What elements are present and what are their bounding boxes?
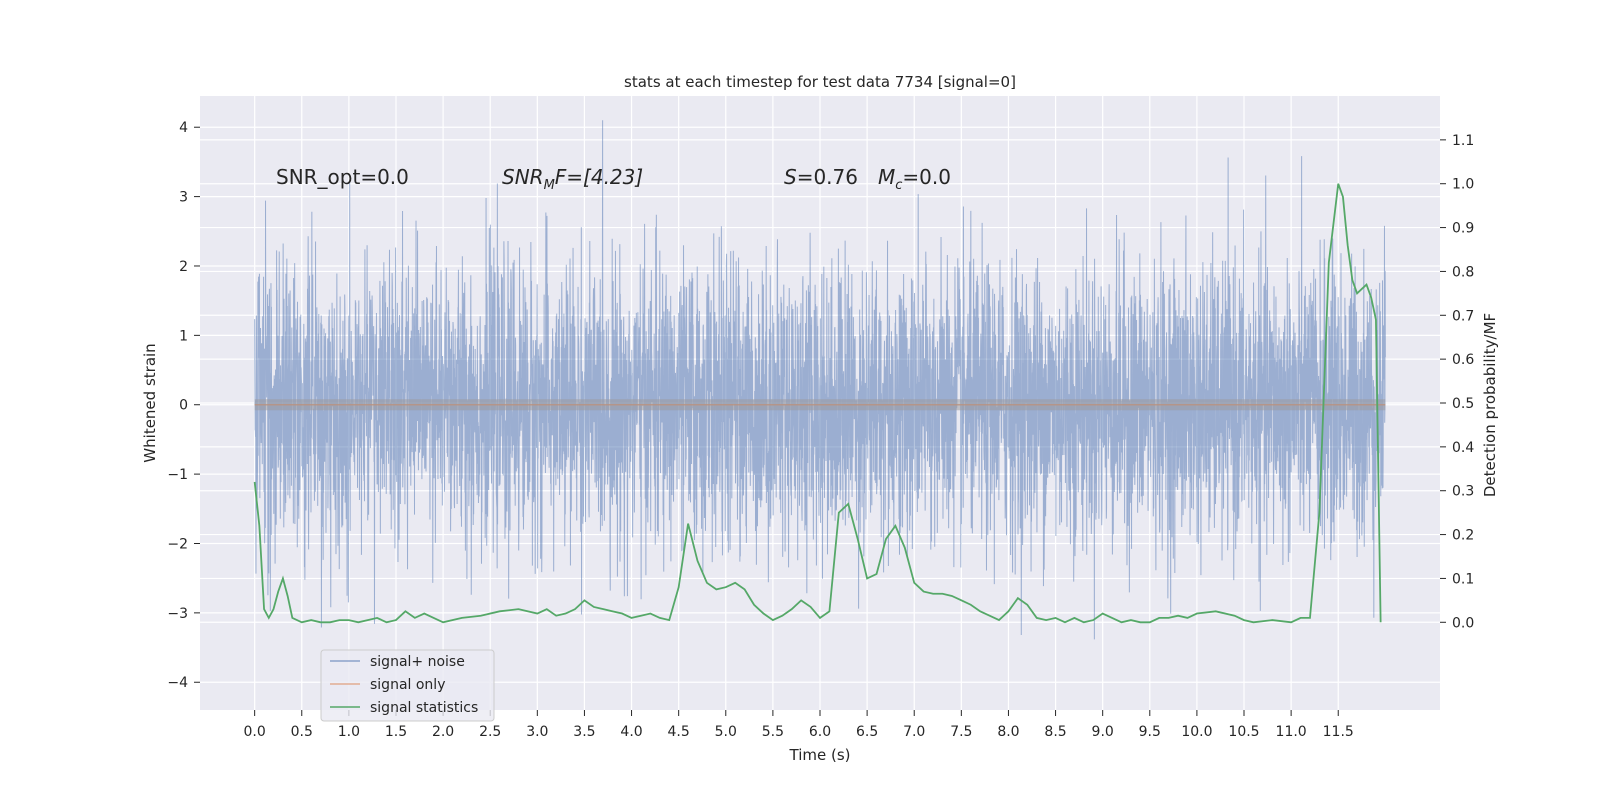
y2-axis-ticks: 1.1 1.0 0.9 0.8 0.7 0.6 0.5 0.4 0.3 0.2 0.1 0.0	[1440, 133, 1474, 631]
signal-noise-series	[254, 120, 1386, 640]
y2-tick-label-0: 1.1	[1452, 133, 1474, 149]
y-tick-label-3: 1	[179, 328, 188, 344]
x-tick-label-13: 6.5	[856, 724, 878, 740]
y2-tick-label-1: 1.0	[1452, 177, 1474, 193]
s-italic: S	[784, 165, 797, 189]
x-tick-label-5: 2.5	[479, 724, 501, 740]
y2-tick-label-4: 0.7	[1452, 308, 1474, 324]
chart-title: stats at each timestep for test data 773…	[624, 73, 1016, 91]
y-tick-label-8: −4	[167, 675, 188, 691]
y-tick-label-5: −1	[167, 467, 188, 483]
signal-noise-line	[254, 120, 1386, 640]
y2-axis-label: Detection probability/MF	[1481, 313, 1499, 497]
y-tick-label-6: −2	[167, 536, 188, 552]
y2-tick-label-8: 0.3	[1452, 484, 1474, 500]
signal-only-band	[254, 399, 1386, 411]
x-tick-label-19: 9.5	[1139, 724, 1161, 740]
y2-tick-label-11: 0.0	[1452, 615, 1474, 631]
x-tick-label-0: 0.0	[244, 724, 266, 740]
legend-box	[320, 649, 495, 722]
y-tick-label-4: 0	[179, 398, 188, 414]
x-tick-label-1: 0.5	[291, 724, 313, 740]
x-tick-label-9: 4.5	[668, 724, 690, 740]
snr-mf-rest: F=[4.23]	[555, 165, 643, 189]
y2-tick-label-7: 0.4	[1452, 440, 1474, 456]
x-tick-label-7: 3.5	[573, 724, 595, 740]
y2-tick-label-6: 0.5	[1452, 396, 1474, 412]
y2-tick-label-3: 0.8	[1452, 264, 1474, 280]
legend-label-signal-only: signal only	[370, 677, 445, 693]
snr-mf-subscript: M	[544, 178, 555, 193]
x-tick-label-21: 10.5	[1228, 724, 1259, 740]
snr-mf-italic: SNR	[502, 165, 544, 189]
y2-tick-label-10: 0.1	[1452, 571, 1474, 587]
x-tick-label-3: 1.5	[385, 724, 407, 740]
legend-label-signal-statistics: signal statistics	[370, 700, 478, 716]
signal-only-series	[254, 399, 1386, 411]
legend: signal+ noise signal only signal statist…	[320, 649, 495, 722]
x-tick-label-20: 10.0	[1181, 724, 1212, 740]
mc-subscript: c	[895, 178, 902, 193]
signal-statistics-series	[253, 183, 1382, 624]
legend-label-signal-noise: signal+ noise	[370, 654, 465, 670]
mc-italic: M	[878, 165, 895, 189]
mc-value: =0.0	[902, 165, 951, 189]
x-tick-label-17: 8.5	[1044, 724, 1066, 740]
x-tick-label-18: 9.0	[1092, 724, 1114, 740]
y-axis-label: Whitened strain	[141, 343, 159, 462]
x-tick-label-4: 2.0	[432, 724, 454, 740]
snr-opt-annotation: SNR_opt=0.0	[276, 165, 409, 189]
y2-tick-label-9: 0.2	[1452, 528, 1474, 544]
s-annotation: S=0.76	[784, 165, 858, 189]
y-tick-label-0: 4	[179, 120, 188, 136]
x-tick-label-12: 6.0	[809, 724, 831, 740]
y-tick-label-1: 3	[179, 190, 188, 206]
s-value: =0.76	[797, 165, 858, 189]
y2-tick-label-2: 0.9	[1452, 221, 1474, 237]
x-tick-label-16: 8.0	[997, 724, 1019, 740]
x-axis-ticks: 0.0 0.5 1.0 1.5 2.0 2.5 3.0 3.5 4.0 4.5 5.0 5.5 6.0 6…	[244, 710, 1354, 740]
x-tick-label-8: 4.0	[620, 724, 642, 740]
snr-mf-annotation: SNRMF=[4.23]	[502, 165, 643, 193]
x-tick-label-14: 7.0	[903, 724, 925, 740]
y-tick-label-7: −3	[167, 606, 188, 622]
x-tick-label-23: 11.5	[1323, 724, 1354, 740]
y-tick-label-2: 2	[179, 259, 188, 275]
x-tick-label-11: 5.5	[762, 724, 784, 740]
x-tick-label-2: 1.0	[338, 724, 360, 740]
x-tick-label-22: 11.0	[1276, 724, 1307, 740]
x-tick-label-10: 5.0	[715, 724, 737, 740]
signal-statistics-line	[253, 183, 1382, 624]
mc-annotation: Mc=0.0	[878, 165, 951, 193]
x-axis-label: Time (s)	[789, 746, 851, 764]
x-tick-label-15: 7.5	[950, 724, 972, 740]
y2-tick-label-5: 0.6	[1452, 352, 1474, 368]
x-tick-label-6: 3.0	[526, 724, 548, 740]
y-axis-ticks: 4 3 2 1 0 −1 −2 −3 −4	[167, 120, 200, 691]
